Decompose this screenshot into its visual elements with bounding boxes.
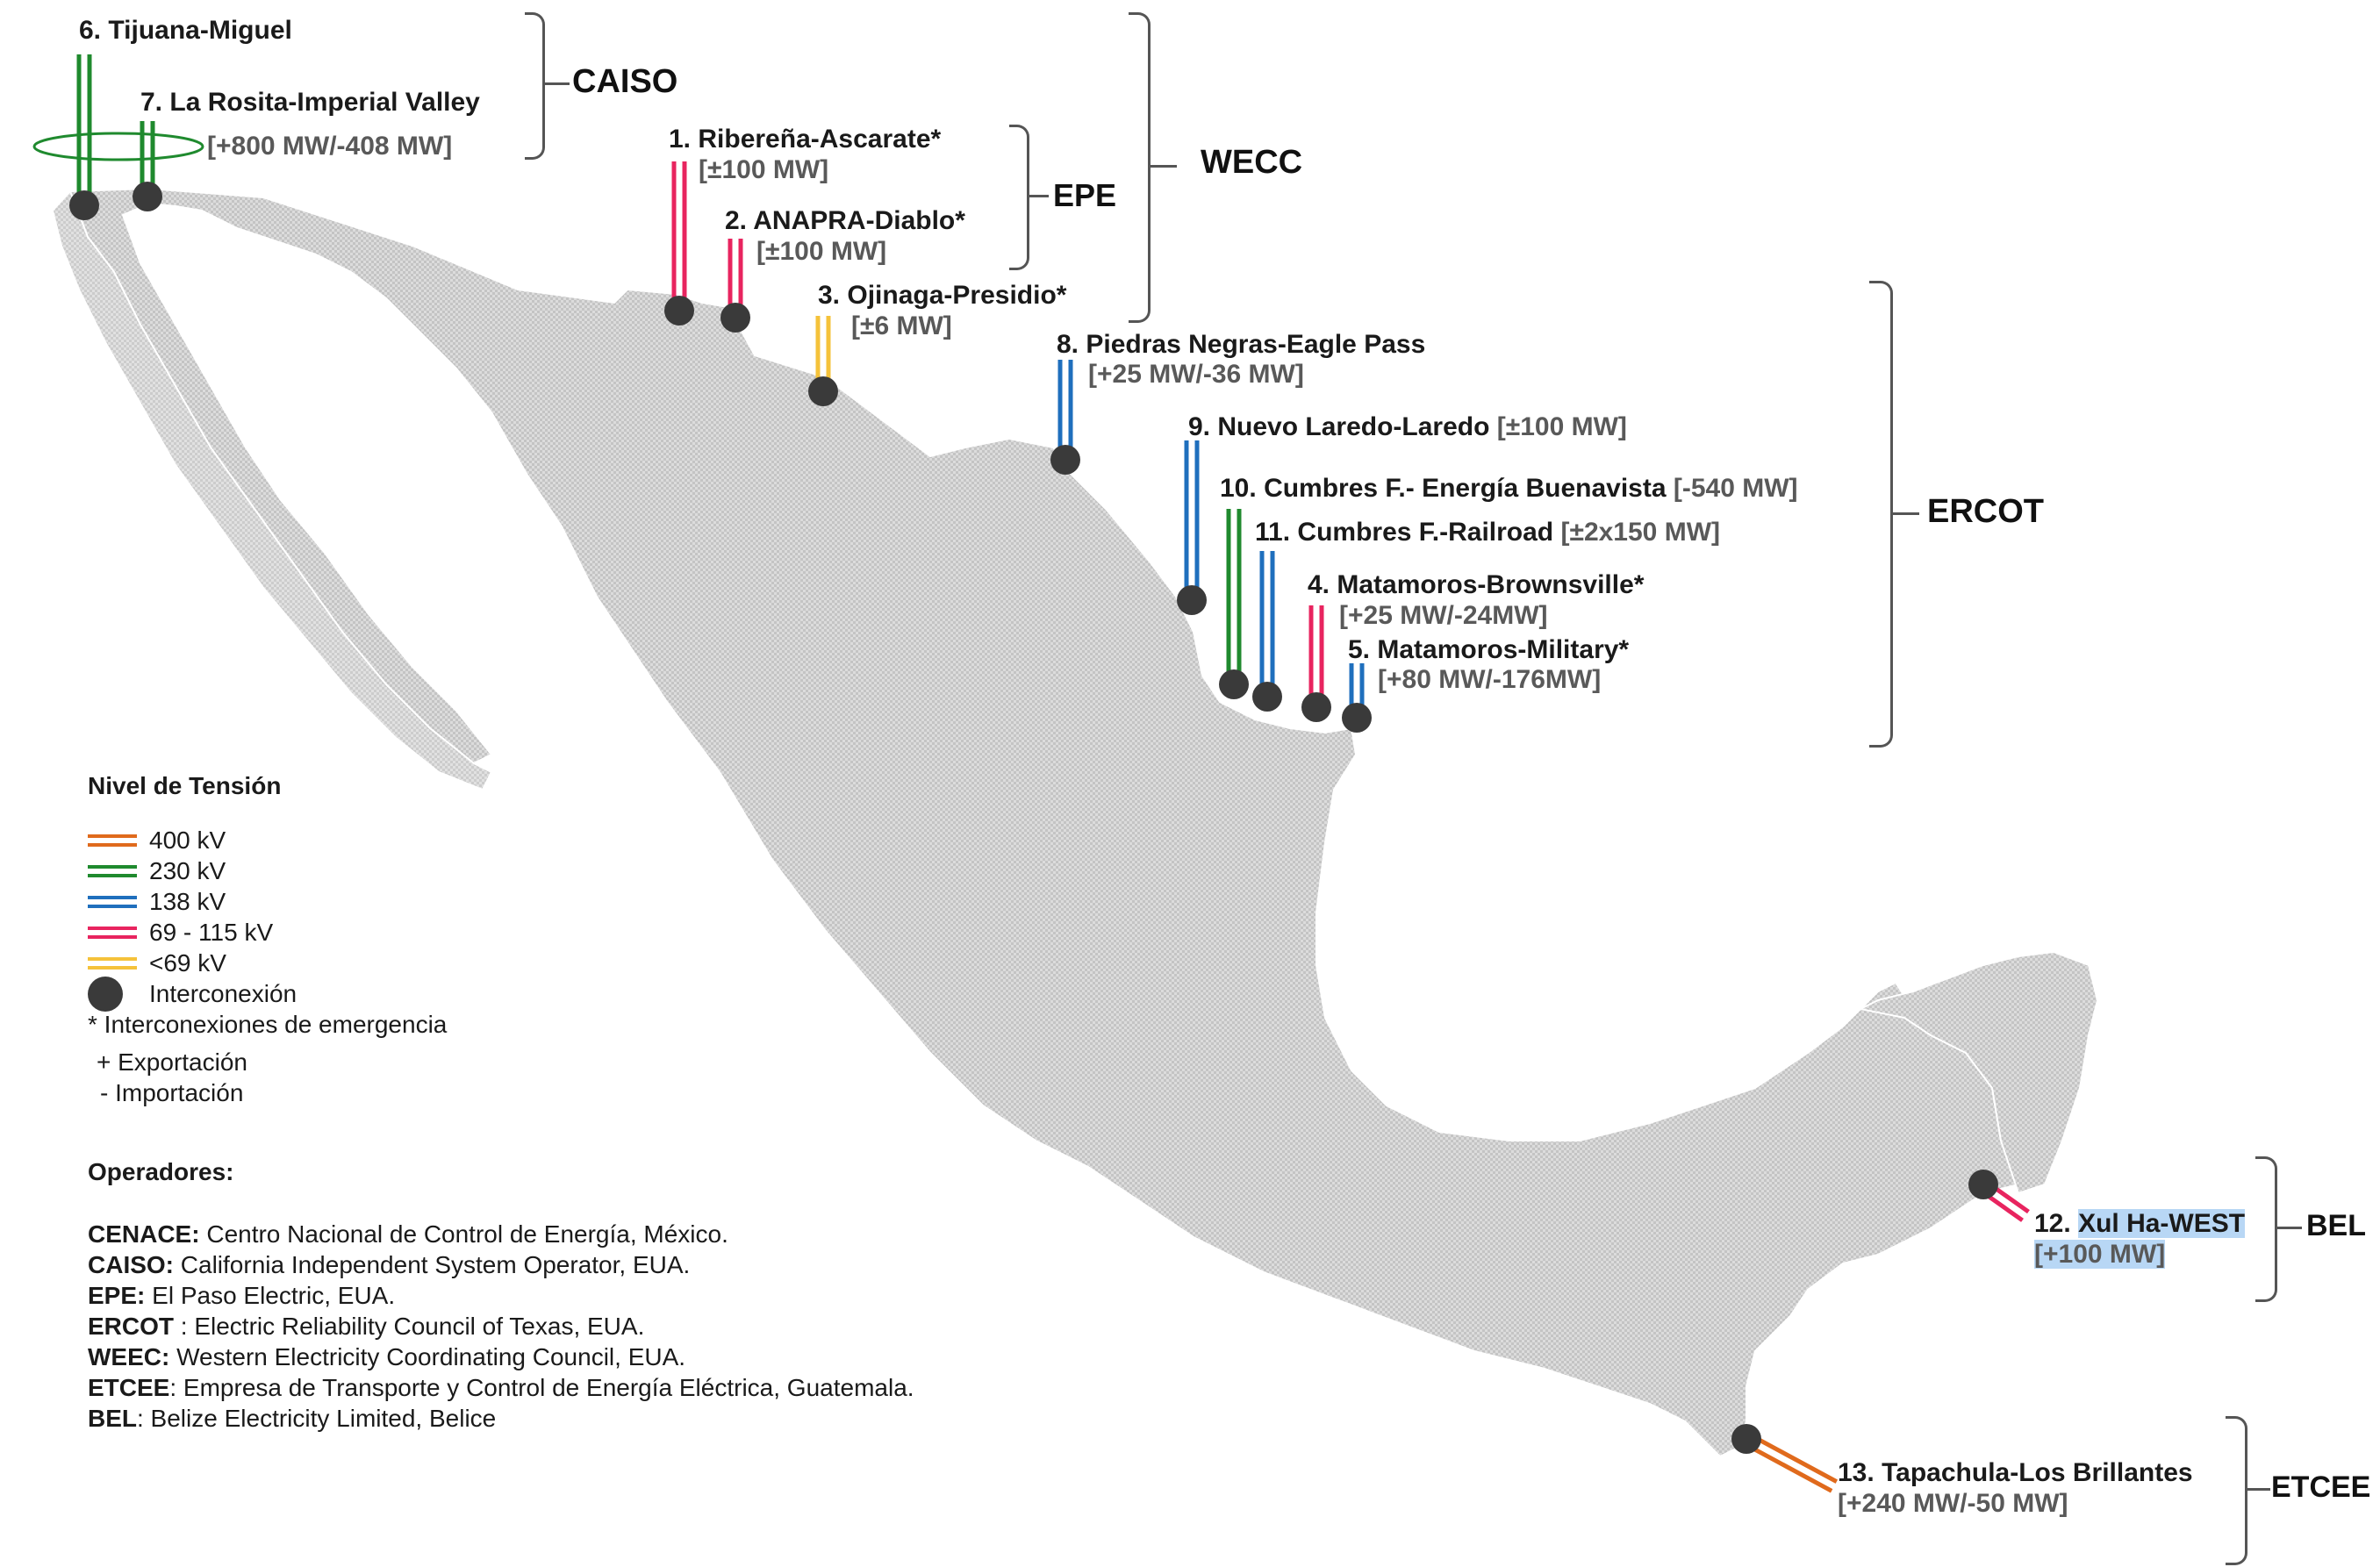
brace-tick-epe — [1029, 195, 1049, 197]
baja-california — [51, 190, 493, 791]
legend-item-400kv: 400 kV — [88, 825, 447, 855]
swatch-230kv — [88, 864, 137, 877]
node-dot-icon — [88, 976, 123, 1012]
label-cumbres-energia-buenavista: 10. Cumbres F.- Energía Buenavista [-540… — [1220, 474, 1798, 503]
brace-bel — [2255, 1156, 2277, 1302]
legend-item-node: Interconexión — [88, 976, 447, 1012]
legend-export: + Exportación — [97, 1048, 247, 1076]
label-nuevo-laredo-laredo: 9. Nuevo Laredo-Laredo [±100 MW] — [1188, 412, 1627, 441]
label-riberena-ascarate: 1. Ribereña-Ascarate* — [669, 125, 942, 154]
line-tapachula-1 — [1747, 1432, 1839, 1484]
legend-item-138kv: 138 kV — [88, 886, 447, 917]
capacity-riberena: [±100 MW] — [699, 155, 829, 184]
swatch-138kv — [88, 895, 137, 908]
node-xul-ha-west — [1968, 1170, 1998, 1199]
operator-row-cenace: CENACE: Centro Nacional de Control de En… — [88, 1220, 728, 1248]
brace-etcee — [2226, 1416, 2247, 1565]
label-la-rosita-imperial-valley: 7. La Rosita-Imperial Valley — [140, 88, 480, 117]
legend-emergency-note: * Interconexiones de emergencia — [88, 1010, 448, 1038]
legend-import: - Importación — [100, 1078, 244, 1106]
operator-ercot: ERCOT — [1927, 493, 2044, 530]
legend-item-230kv: 230 kV — [88, 855, 447, 886]
node-matamoros-military — [1342, 703, 1372, 733]
operator-row-caiso: CAISO: California Independent System Ope… — [88, 1251, 691, 1278]
node-la-rosita — [133, 182, 162, 211]
capacity-anapra: [±100 MW] — [756, 237, 887, 266]
label-matamoros-military: 5. Matamoros-Military* — [1348, 635, 1630, 664]
capacity-matamoros-military: [+80 MW/-176MW] — [1378, 665, 1602, 694]
brace-wecc — [1129, 12, 1151, 323]
operator-etcee: ETCEE — [2271, 1470, 2371, 1504]
capacity-matamoros-brownsville: [+25 MW/-24MW] — [1339, 601, 1548, 630]
node-matamoros-brownsville — [1301, 692, 1331, 722]
legend: Nivel de Tensión 400 kV 230 kV 138 kV 69… — [88, 772, 447, 1108]
label-xul-ha-west: 12. Xul Ha-WEST — [2034, 1209, 2246, 1238]
capacity-la-rosita: [+800 MW/-408 MW] — [207, 132, 453, 161]
node-tapachula — [1731, 1424, 1761, 1454]
label-anapra-diablo: 2. ANAPRA-Diablo* — [725, 206, 965, 235]
legend-item-69-115kv: 69 - 115 kV — [88, 917, 447, 948]
line-tapachula-2 — [1742, 1442, 1833, 1493]
operator-row-epe: EPE: El Paso Electric, EUA. — [88, 1282, 396, 1309]
operator-epe: EPE — [1053, 177, 1117, 213]
capacity-xul-ha: [+100 MW] — [2034, 1240, 2166, 1269]
brace-tick-etcee — [2247, 1488, 2270, 1491]
label-cumbres-railroad: 11. Cumbres F.-Railroad [±2x150 MW] — [1255, 518, 1720, 547]
label-matamoros-brownsville: 4. Matamoros-Brownsville* — [1308, 570, 1645, 599]
label-piedras-negras-eagle-pass: 8. Piedras Negras-Eagle Pass — [1057, 330, 1426, 359]
operator-row-etcee: ETCEE: Empresa de Transporte y Control d… — [88, 1374, 914, 1401]
operators-list: Operadores: CENACE: Centro Nacional de C… — [88, 1156, 914, 1434]
brace-epe — [1009, 125, 1029, 270]
operator-wecc: WECC — [1201, 144, 1303, 181]
capacity-ojinaga: [±6 MW] — [851, 311, 952, 340]
label-ojinaga-presidio: 3. Ojinaga-Presidio* — [818, 281, 1067, 310]
operator-row-weec: WEEC: Western Electricity Coordinating C… — [88, 1343, 686, 1370]
brace-tick-caiso — [545, 82, 570, 85]
node-tijuana-miguel — [69, 190, 99, 220]
node-cumbres-buenavista — [1219, 669, 1249, 699]
node-piedras-negras — [1050, 445, 1080, 475]
node-cumbres-railroad — [1252, 682, 1282, 712]
operators-title: Operadores: — [88, 1158, 234, 1185]
node-nuevo-laredo — [1177, 585, 1207, 615]
legend-title: Nivel de Tensión — [88, 772, 282, 799]
brace-caiso — [525, 12, 545, 160]
label-tapachula-los-brillantes: 13. Tapachula-Los Brillantes — [1838, 1458, 2193, 1487]
brace-ercot — [1869, 281, 1893, 748]
swatch-400kv — [88, 834, 137, 847]
legend-item-lt69kv: <69 kV — [88, 948, 447, 978]
brace-tick-bel — [2277, 1227, 2302, 1229]
mexico-mainland — [68, 187, 2020, 1458]
operator-caiso: CAISO — [572, 63, 678, 100]
operator-bel: BEL — [2306, 1209, 2366, 1242]
node-ojinaga-presidio — [808, 376, 838, 406]
operator-row-ercot: ERCOT : Electric Reliability Council of … — [88, 1313, 645, 1340]
capacity-piedras-negras: [+25 MW/-36 MW] — [1088, 360, 1304, 389]
node-riberena-ascarate — [664, 296, 694, 326]
brace-tick-ercot — [1893, 512, 1919, 515]
swatch-69-115kv — [88, 926, 137, 939]
capacity-tapachula: [+240 MW/-50 MW] — [1838, 1489, 2068, 1518]
node-anapra-diablo — [720, 303, 750, 333]
brace-tick-wecc — [1151, 165, 1177, 168]
label-tijuana-miguel: 6. Tijuana-Miguel — [79, 16, 292, 45]
yucatan-peninsula — [1857, 950, 2099, 1195]
swatch-lt69kv — [88, 956, 137, 970]
caiso-group-ellipse — [32, 132, 204, 161]
operator-row-bel: BEL: Belize Electricity Limited, Belice — [88, 1405, 497, 1432]
